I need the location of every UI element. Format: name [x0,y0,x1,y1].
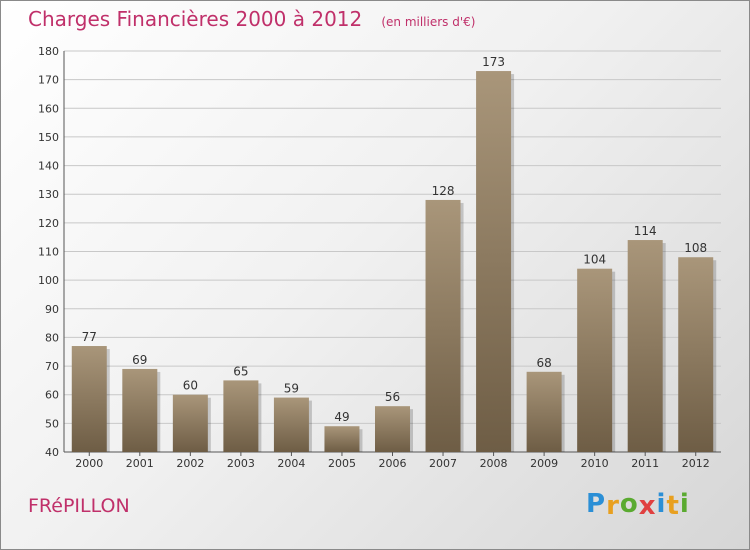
x-tick-label: 2006 [379,457,407,470]
logo-letter: x [638,491,657,521]
y-tick-label: 90 [45,303,59,316]
logo-letter: P [586,489,607,519]
x-tick-label: 2004 [277,457,305,470]
x-tick-label: 2001 [126,457,154,470]
bar [678,257,714,452]
y-tick-label: 170 [38,74,59,87]
data-label: 104 [583,253,606,267]
bar [526,371,562,452]
data-label: 68 [536,356,551,370]
bar [223,380,259,452]
y-tick-label: 40 [45,446,59,459]
bar [476,71,512,453]
x-tick-label: 2000 [75,457,103,470]
y-tick-label: 150 [38,131,59,144]
bar [375,406,410,452]
y-tick-label: 120 [38,217,59,230]
data-label: 114 [634,224,657,238]
y-tick-label: 70 [45,360,59,373]
data-label: 77 [82,330,97,344]
y-tick-label: 100 [38,274,59,287]
data-label: 60 [183,379,198,393]
bar [273,397,309,452]
data-label: 59 [284,382,299,396]
logo-letter: i [679,489,690,519]
logo-letter: o [619,489,639,519]
title-row: Charges Financières 2000 à 2012 (en mill… [28,7,475,31]
y-tick-label: 110 [38,246,59,259]
y-tick-label: 140 [38,160,59,173]
unit-note: (en milliers d'€) [381,15,476,29]
data-label: 173 [482,55,505,69]
bar [122,368,158,452]
data-label: 128 [432,184,455,198]
x-tick-label: 2007 [429,457,457,470]
y-tick-label: 130 [38,188,59,201]
y-tick-label: 160 [38,102,59,115]
data-label: 108 [684,241,707,255]
bar [172,394,208,452]
chart-title: Charges Financières 2000 à 2012 [28,7,363,31]
data-label: 49 [334,410,349,424]
proxiti-logo: Proxiti [586,489,690,521]
x-tick-label: 2008 [480,457,508,470]
x-tick-label: 2002 [176,457,204,470]
x-tick-label: 2010 [581,457,609,470]
bar [627,240,663,452]
y-tick-label: 180 [38,45,59,58]
data-label: 56 [385,390,400,404]
x-tick-label: 2012 [682,457,710,470]
bar [577,268,613,452]
location-label: FRéPILLON [28,495,130,517]
bar [425,199,461,452]
bar [324,426,360,452]
x-tick-label: 2005 [328,457,356,470]
y-tick-label: 80 [45,331,59,344]
y-tick-label: 50 [45,417,59,430]
x-tick-label: 2003 [227,457,255,470]
data-label: 69 [132,353,147,367]
logo-letter: r [606,491,620,521]
logo-letter: i [656,489,667,519]
data-label: 65 [233,364,248,378]
y-tick-label: 60 [45,389,59,402]
bar [71,346,107,452]
logo-letter: t [666,491,680,521]
x-tick-label: 2009 [530,457,558,470]
x-tick-label: 2011 [631,457,659,470]
